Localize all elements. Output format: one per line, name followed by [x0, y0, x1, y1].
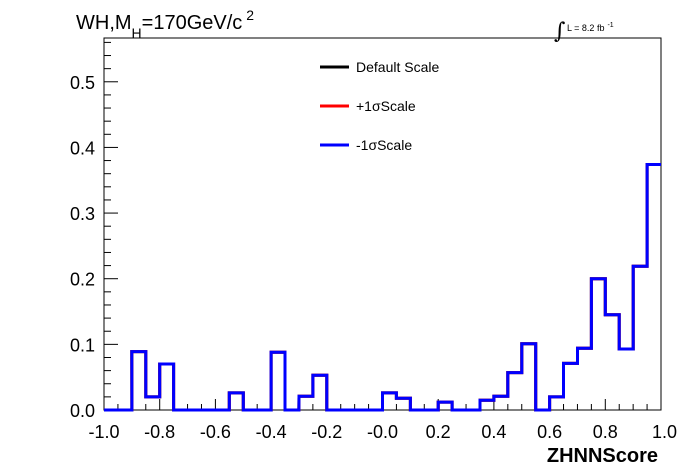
x-tick-label: -0.2 [311, 422, 342, 442]
x-axis: -1.0 -0.8 -0.6 -0.4 -0.2 -0.0 0.2 0.4 0.6 0.8 1.0 [88, 399, 677, 442]
x-tick-label: -1.0 [88, 422, 119, 442]
title-superscript: 2 [246, 7, 254, 23]
y-tick-label: 0.0 [70, 401, 95, 421]
legend: Default Scale +1σScale -1σScale [320, 59, 439, 153]
x-tick-label: 0.2 [426, 422, 451, 442]
title-main: WH,M [76, 12, 132, 34]
legend-label: -1σScale [356, 137, 412, 153]
x-tick-label: 0.8 [593, 422, 618, 442]
x-tick-label: 0.6 [537, 422, 562, 442]
luminosity-integral-icon: ∫ [554, 19, 566, 44]
x-tick-label: -0.0 [367, 422, 398, 442]
x-tick-label: -0.8 [144, 422, 175, 442]
x-tick-label: 1.0 [652, 422, 677, 442]
luminosity-superscript: -1 [607, 22, 613, 29]
y-tick-label: 0.4 [70, 138, 95, 158]
series-line-0 [104, 163, 661, 412]
y-tick-label: 0.1 [70, 335, 95, 355]
x-tick-label: 0.4 [481, 422, 506, 442]
x-axis-title: ZHNNScore [547, 445, 658, 467]
y-tick-label: 0.3 [70, 204, 95, 224]
y-axis: 0.0 0.1 0.2 0.3 0.4 0.5 [70, 41, 118, 421]
y-tick-label: 0.2 [70, 270, 95, 290]
series-line-1 [104, 163, 661, 412]
legend-label: +1σScale [356, 98, 416, 114]
x-tick-label: -0.6 [200, 422, 231, 442]
y-tick-label: 0.5 [70, 73, 95, 93]
x-tick-label: -0.4 [256, 422, 287, 442]
series-line-2 [104, 163, 661, 412]
luminosity-label: L = 8.2 fb -1 [567, 22, 614, 33]
title-subscript: H [132, 25, 142, 41]
chart-title: WH,MH=170GeV/c 2 [76, 7, 254, 41]
series-layer [104, 163, 661, 412]
luminosity-text: L = 8.2 fb [567, 23, 604, 33]
legend-label: Default Scale [356, 59, 439, 75]
title-rest: =170GeV/c [142, 12, 243, 34]
